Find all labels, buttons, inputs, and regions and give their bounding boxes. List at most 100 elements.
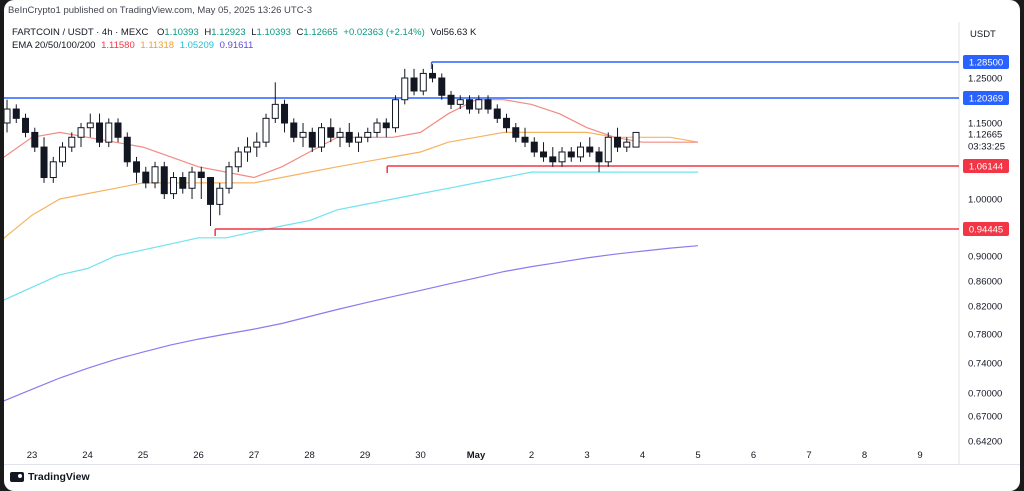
support-level-label: 0.94445 [969, 225, 1003, 236]
price-chart[interactable]: 1.250001.150001.000000.940000.900000.860… [4, 0, 1020, 491]
candle-up [225, 166, 233, 189]
candle-down [586, 146, 594, 153]
y-tick-label: 0.64200 [968, 437, 1002, 448]
y-tick-label: 1.25000 [968, 74, 1002, 85]
tradingview-logo[interactable]: TradingView [10, 471, 90, 483]
candle-down [96, 122, 104, 143]
footer-divider [4, 464, 1020, 465]
candle-up [632, 131, 640, 148]
symbol-ohlc-line: FARTCOIN / USDT · 4h · MEXC O1.10393 H1.… [12, 27, 476, 38]
tradingview-brand-label: TradingView [28, 471, 90, 483]
x-tick-label: 30 [415, 450, 426, 461]
x-tick-label: 7 [806, 450, 811, 461]
candle-down [512, 127, 520, 138]
open-label: O [157, 27, 165, 38]
x-tick-label: 27 [249, 450, 260, 461]
y-tick-label: 0.67000 [968, 412, 1002, 423]
candle-up [59, 146, 67, 163]
candle-up [456, 99, 464, 105]
candle-down [281, 103, 289, 124]
y-tick-label: 1.00000 [968, 195, 1002, 206]
chart-frame: 1.250001.150001.000000.940000.900000.860… [4, 0, 1020, 491]
candle-up [105, 122, 113, 143]
publisher-line: BeInCrypto1 published on TradingView.com… [8, 5, 312, 16]
x-tick-label: 6 [751, 450, 756, 461]
close-label: C [296, 27, 304, 38]
x-tick-label: 23 [27, 450, 38, 461]
resistance-level-badge [963, 91, 1009, 105]
candle-down [503, 117, 511, 129]
candle-down [197, 171, 205, 179]
support-level-badge [963, 222, 1009, 236]
candle-up [170, 177, 178, 195]
x-tick-label: 9 [917, 450, 922, 461]
candle-down [567, 151, 575, 158]
candle-down [493, 108, 501, 119]
candle-up [623, 141, 631, 148]
candle-down [466, 99, 474, 110]
candle-down [133, 161, 141, 173]
candle-up [49, 161, 57, 179]
candle-up [355, 136, 363, 143]
x-tick-label: 4 [640, 450, 645, 461]
candle-down [22, 117, 30, 133]
candle-down [382, 122, 390, 129]
candle-up [4, 108, 11, 124]
low-label: L [251, 27, 257, 38]
candle-down [12, 108, 20, 119]
x-tick-label: 3 [584, 450, 589, 461]
resistance-level-label: 1.28500 [969, 58, 1003, 69]
candle-up [216, 187, 224, 205]
candle-down [530, 141, 538, 153]
candle-up [318, 127, 326, 148]
candle-up [188, 171, 196, 189]
candle-down [327, 127, 335, 138]
ema200-line [4, 245, 699, 402]
candle-up [577, 146, 585, 158]
x-tick-label: 5 [695, 450, 700, 461]
y-tick-label: 0.82000 [968, 302, 1002, 313]
ema20-value: 1.11580 [101, 40, 135, 51]
candle-up [253, 141, 261, 148]
candle-up [373, 122, 381, 133]
ema50-line [4, 131, 699, 240]
candle-up [86, 122, 94, 129]
countdown-label: 03:33:25 [968, 142, 1005, 153]
volume-value: Vol56.63 K [430, 27, 477, 38]
candle-down [179, 177, 187, 189]
candle-down [595, 151, 603, 163]
candle-down [429, 72, 437, 79]
candle-up [244, 146, 252, 153]
currency-label[interactable]: USDT [970, 29, 996, 40]
candle-down [142, 171, 150, 184]
x-tick-label: May [467, 450, 486, 461]
symbol-label[interactable]: FARTCOIN / USDT · 4h · MEXC [12, 27, 149, 38]
candle-up [77, 127, 85, 138]
x-tick-label: 24 [82, 450, 93, 461]
ema100-value: 1.05209 [179, 40, 215, 51]
candle-up [475, 99, 483, 110]
x-tick-label: 8 [862, 450, 867, 461]
ema-legend: EMA 20/50/100/200 1.11580 1.11318 1.0520… [12, 40, 253, 51]
candle-down [40, 146, 48, 179]
support-level-badge [963, 159, 1009, 173]
ema-label[interactable]: EMA 20/50/100/200 [12, 40, 96, 51]
resistance-level-badge [963, 55, 1009, 69]
ema200-value: 0.91611 [219, 40, 254, 51]
candle-down [438, 77, 446, 96]
open-value: 1.10393 [164, 27, 199, 38]
y-tick-label: 0.74000 [968, 359, 1002, 370]
candle-down [345, 131, 353, 143]
candle-down [207, 177, 215, 205]
y-tick-label: 0.78000 [968, 330, 1002, 341]
candle-up [151, 166, 159, 184]
candle-down [447, 94, 455, 105]
candle-up [68, 136, 76, 148]
resistance-level-label: 1.20369 [969, 94, 1003, 105]
high-value: 1.12923 [211, 27, 246, 38]
candle-up [234, 151, 242, 168]
candle-down [160, 166, 168, 195]
candle-up [392, 99, 400, 129]
candle-down [290, 122, 298, 138]
low-value: 1.10393 [256, 27, 291, 38]
